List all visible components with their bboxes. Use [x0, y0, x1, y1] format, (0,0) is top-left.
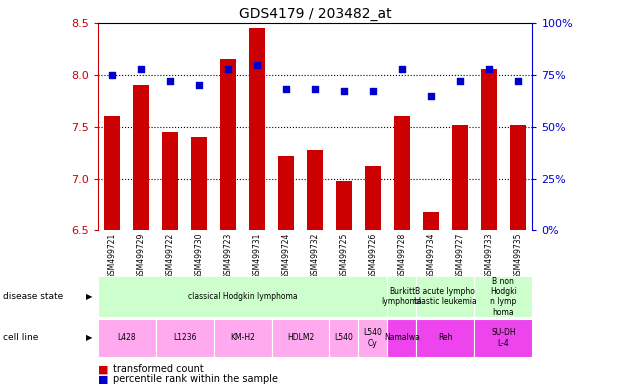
Bar: [249, 28, 265, 230]
Text: ▶: ▶: [86, 292, 93, 301]
Point: [368, 88, 378, 94]
Bar: [481, 69, 497, 230]
Text: ■: ■: [98, 364, 108, 374]
Text: ▶: ▶: [86, 333, 93, 343]
Bar: [191, 137, 207, 230]
Bar: [98, 276, 387, 317]
Text: percentile rank within the sample: percentile rank within the sample: [113, 374, 278, 384]
Text: L428: L428: [117, 333, 136, 343]
Bar: [336, 180, 352, 230]
Text: HDLM2: HDLM2: [287, 333, 314, 343]
Text: transformed count: transformed count: [113, 364, 204, 374]
Text: GSM499735: GSM499735: [513, 233, 522, 279]
Text: GSM499734: GSM499734: [427, 233, 435, 279]
Text: GSM499731: GSM499731: [253, 233, 261, 279]
Point: [426, 93, 436, 99]
Text: GSM499727: GSM499727: [455, 233, 464, 279]
Text: GSM499725: GSM499725: [340, 233, 348, 279]
Bar: [220, 59, 236, 230]
Point: [397, 66, 407, 72]
Point: [339, 88, 349, 94]
Text: ■: ■: [98, 374, 108, 384]
Bar: [365, 166, 381, 230]
Text: GSM499722: GSM499722: [166, 233, 175, 279]
Text: L540
Cy: L540 Cy: [364, 328, 382, 348]
Text: GSM499732: GSM499732: [311, 233, 319, 279]
Text: GSM499721: GSM499721: [108, 233, 117, 279]
Point: [136, 66, 146, 72]
Text: Reh: Reh: [438, 333, 453, 343]
Title: GDS4179 / 203482_at: GDS4179 / 203482_at: [239, 7, 391, 21]
Text: Namalwa: Namalwa: [384, 333, 420, 343]
Text: classical Hodgkin lymphoma: classical Hodgkin lymphoma: [188, 292, 297, 301]
Bar: [156, 319, 214, 357]
Bar: [416, 276, 474, 317]
Text: GSM499729: GSM499729: [137, 233, 146, 279]
Point: [281, 86, 291, 93]
Point: [513, 78, 523, 84]
Point: [194, 82, 204, 88]
Bar: [387, 276, 416, 317]
Bar: [416, 319, 474, 357]
Text: L1236: L1236: [173, 333, 197, 343]
Text: B acute lympho
blastic leukemia: B acute lympho blastic leukemia: [414, 287, 477, 306]
Text: disease state: disease state: [3, 292, 64, 301]
Bar: [162, 132, 178, 230]
Bar: [358, 319, 387, 357]
Point: [165, 78, 175, 84]
Bar: [98, 319, 156, 357]
Point: [252, 61, 262, 68]
Text: KM-H2: KM-H2: [230, 333, 255, 343]
Text: cell line: cell line: [3, 333, 38, 343]
Bar: [307, 149, 323, 230]
Text: GSM499726: GSM499726: [369, 233, 377, 279]
Bar: [387, 319, 416, 357]
Text: GSM499728: GSM499728: [398, 233, 406, 279]
Bar: [474, 319, 532, 357]
Text: GSM499730: GSM499730: [195, 233, 203, 279]
Bar: [214, 319, 272, 357]
Point: [455, 78, 465, 84]
Text: L540: L540: [335, 333, 353, 343]
Text: GSM499723: GSM499723: [224, 233, 232, 279]
Bar: [510, 125, 526, 230]
Bar: [474, 276, 532, 317]
Bar: [272, 319, 329, 357]
Point: [484, 66, 494, 72]
Text: GSM499724: GSM499724: [282, 233, 290, 279]
Bar: [329, 319, 358, 357]
Text: SU-DH
L-4: SU-DH L-4: [491, 328, 516, 348]
Text: GSM499733: GSM499733: [484, 233, 493, 279]
Text: B non
Hodgki
n lymp
homa: B non Hodgki n lymp homa: [490, 276, 517, 317]
Point: [107, 72, 117, 78]
Bar: [104, 116, 120, 230]
Text: Burkitt
lymphoma: Burkitt lymphoma: [382, 287, 422, 306]
Bar: [452, 125, 468, 230]
Point: [310, 86, 320, 93]
Bar: [423, 212, 439, 230]
Bar: [278, 156, 294, 230]
Bar: [133, 85, 149, 230]
Point: [223, 66, 233, 72]
Bar: [394, 116, 410, 230]
